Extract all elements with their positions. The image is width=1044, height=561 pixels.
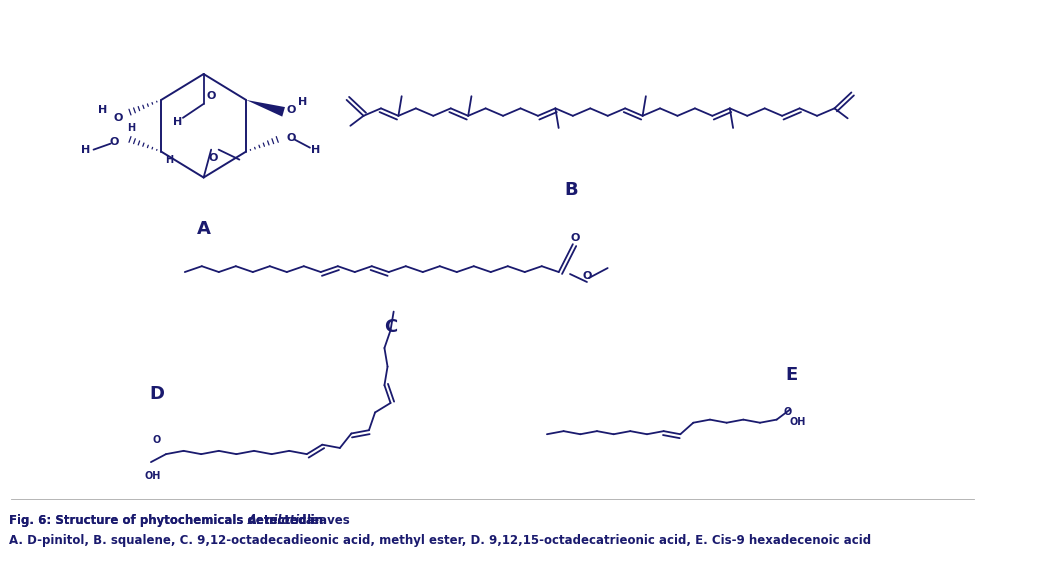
Text: OH: OH [145, 471, 161, 481]
Text: O: O [571, 233, 580, 243]
Text: O: O [286, 133, 295, 142]
Text: OH: OH [789, 417, 806, 426]
Text: B: B [564, 181, 577, 200]
Text: O: O [114, 113, 123, 123]
Text: C: C [384, 318, 397, 336]
Text: O: O [207, 91, 216, 101]
Text: O: O [583, 271, 592, 281]
Text: D: D [149, 385, 164, 403]
Text: O: O [286, 105, 295, 115]
Text: O: O [152, 435, 161, 445]
Text: A: A [196, 220, 211, 238]
Polygon shape [246, 100, 285, 117]
Text: H: H [81, 145, 91, 155]
Text: H: H [311, 145, 321, 155]
Text: A. D-pinitol, B. squalene, C. 9,12-octadecadieonic acid, methyl ester, D. 9,12,1: A. D-pinitol, B. squalene, C. 9,12-octad… [9, 534, 871, 547]
Text: H: H [98, 105, 108, 115]
Text: Fig. 6: Structure of phytochemicals detected in: Fig. 6: Structure of phytochemicals dete… [9, 514, 327, 527]
Text: H: H [172, 117, 182, 127]
Text: O: O [209, 153, 218, 163]
Text: H: H [165, 155, 173, 164]
Text: leaves: leaves [303, 514, 350, 527]
Text: H: H [298, 97, 307, 107]
Text: O: O [784, 407, 792, 417]
Text: A. nilotica: A. nilotica [248, 514, 315, 527]
Text: O: O [110, 137, 119, 146]
Text: Fig. 6: Structure of phytochemicals detected in: Fig. 6: Structure of phytochemicals dete… [9, 514, 327, 527]
Text: H: H [127, 123, 136, 133]
Text: E: E [785, 366, 798, 384]
